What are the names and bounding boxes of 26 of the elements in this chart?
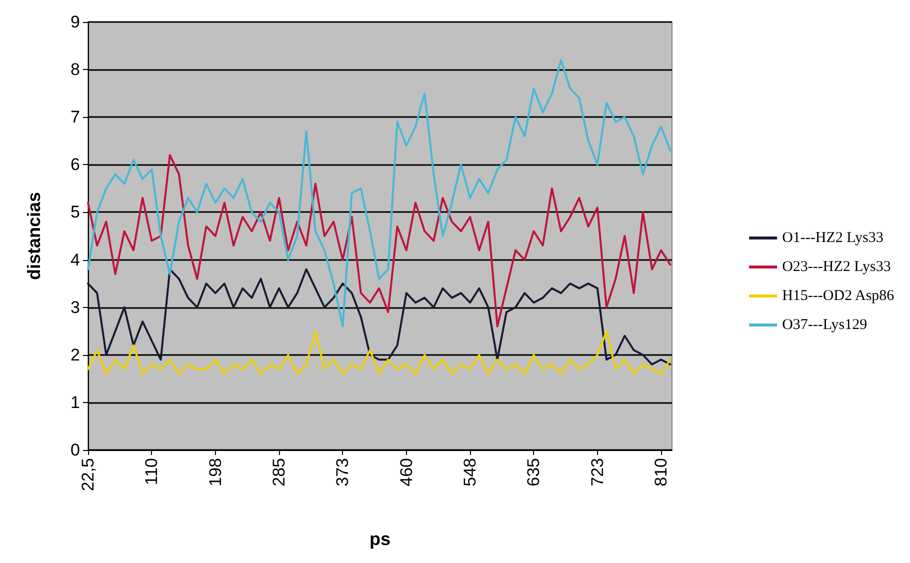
x-tick-label: 723	[588, 458, 607, 486]
x-tick-label: 198	[206, 458, 225, 486]
x-tick-label: 22,5	[78, 458, 98, 492]
y-tick-label: 3	[70, 298, 80, 317]
x-tick-label: 548	[460, 458, 480, 486]
x-tick-label: 460	[396, 458, 416, 486]
x-axis-title: ps	[369, 529, 391, 549]
legend-label: O37---Lys129	[782, 317, 868, 333]
y-axis-title: distancias	[24, 192, 44, 280]
y-tick-label: 0	[70, 440, 80, 460]
legend-label: O1---HZ2 Lys33	[782, 230, 884, 246]
legend-label: H15---OD2 Asp86	[782, 288, 895, 304]
y-tick-label: 4	[70, 250, 80, 270]
x-tick-label: 285	[270, 458, 289, 486]
x-tick-label: 810	[652, 458, 671, 486]
legend-label: O23---HZ2 Lys33	[782, 259, 891, 275]
y-tick-label: 8	[70, 60, 80, 80]
y-tick-label: 5	[70, 202, 80, 222]
y-tick-label: 2	[70, 345, 80, 364]
x-tick-label: 110	[142, 458, 162, 486]
y-tick-label: 9	[70, 12, 80, 32]
y-tick-label: 6	[70, 155, 80, 174]
x-tick-label: 373	[333, 458, 352, 486]
x-tick-label: 635	[524, 458, 544, 486]
y-tick-label: 7	[70, 108, 80, 127]
y-tick-label: 1	[70, 392, 80, 412]
